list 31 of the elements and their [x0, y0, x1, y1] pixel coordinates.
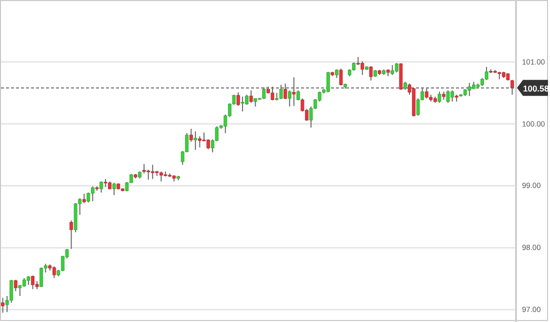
candlestick — [296, 90, 300, 101]
candlestick — [369, 66, 373, 81]
candlestick — [339, 68, 343, 86]
candlestick — [112, 182, 116, 196]
candlestick — [390, 64, 394, 76]
candlestick — [52, 266, 56, 279]
candlestick — [249, 90, 253, 104]
candlestick — [1, 297, 4, 314]
candlestick — [189, 128, 193, 142]
candlestick — [468, 82, 472, 96]
candlestick — [292, 76, 296, 106]
candlestick — [82, 193, 86, 204]
candlestick — [270, 86, 274, 101]
candlestick — [446, 90, 450, 104]
candlestick — [279, 84, 283, 100]
candlestick — [360, 60, 364, 76]
candlestick — [288, 90, 292, 108]
candlestick — [240, 96, 244, 112]
candlestick — [510, 79, 514, 96]
candlestick — [150, 164, 154, 180]
candlestick — [40, 267, 44, 288]
candlestick — [394, 62, 398, 73]
candlestick — [284, 83, 288, 100]
candlestick — [424, 88, 428, 99]
candlestick — [194, 130, 198, 150]
candlestick — [326, 71, 330, 93]
candlestick — [438, 91, 442, 104]
candlestick — [236, 92, 240, 106]
candlestick — [90, 186, 94, 202]
ref-line-label: 100.58 — [523, 83, 550, 94]
candlestick — [70, 220, 73, 250]
